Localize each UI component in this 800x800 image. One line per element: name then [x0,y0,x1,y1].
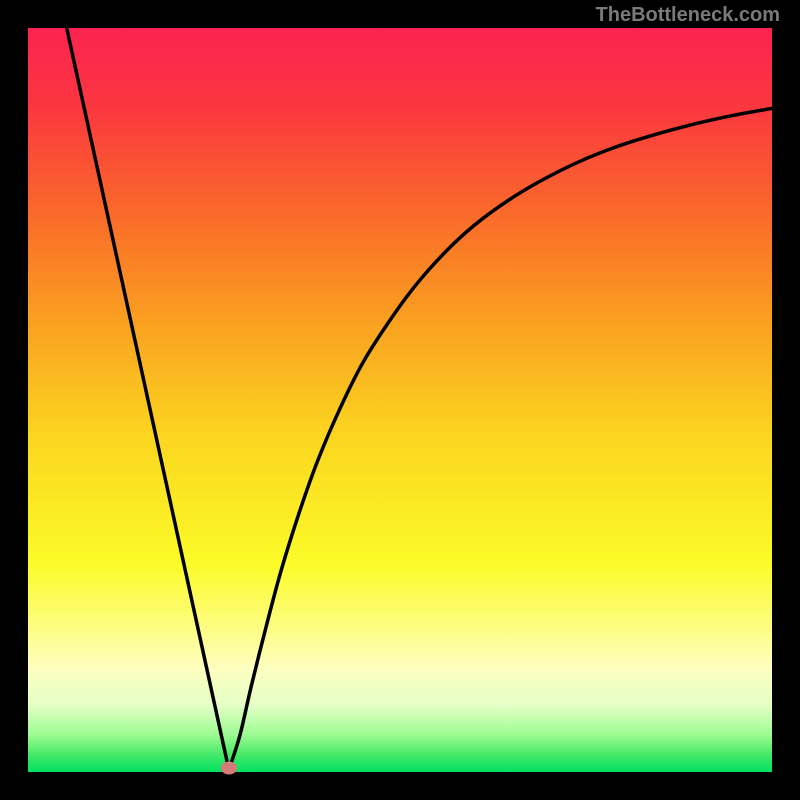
curve-svg [28,28,772,772]
bottleneck-curve [67,28,772,770]
chart-container: TheBottleneck.com [0,0,800,800]
watermark-text: TheBottleneck.com [596,4,780,27]
optimum-marker [221,761,237,774]
plot-area [28,28,772,772]
